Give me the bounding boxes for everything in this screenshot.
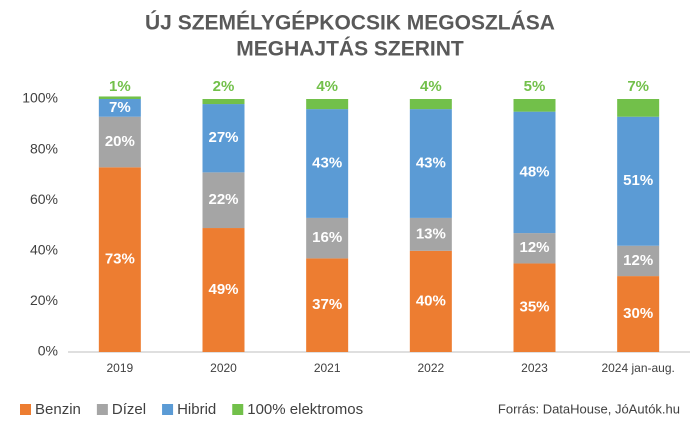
data-label: 5% <box>524 78 546 95</box>
bar-segment <box>617 116 660 246</box>
bar-segment <box>306 217 349 259</box>
bar-segment <box>202 99 245 105</box>
data-label: 12% <box>623 252 653 269</box>
y-tick-label: 60% <box>30 191 58 207</box>
x-tick-label: 2020 <box>210 361 237 375</box>
legend-swatch <box>20 404 31 415</box>
data-label: 43% <box>312 154 342 171</box>
x-tick-label: 2022 <box>417 361 444 375</box>
data-label: 16% <box>312 229 342 246</box>
legend-label: Benzin <box>35 401 81 418</box>
data-label: 48% <box>519 163 549 180</box>
bar-segment <box>98 167 141 352</box>
data-label: 49% <box>208 281 238 298</box>
bar-segment <box>409 217 452 251</box>
y-tick-label: 40% <box>30 242 58 258</box>
data-label: 20% <box>105 133 135 150</box>
data-label: 73% <box>105 251 135 268</box>
data-label: 51% <box>623 172 653 189</box>
x-tick-label: 2023 <box>521 361 548 375</box>
bar-segment <box>98 116 141 168</box>
bar-segment <box>98 99 141 117</box>
y-tick-label: 100% <box>22 90 58 106</box>
legend-label: Dízel <box>112 401 146 418</box>
bar-segment <box>409 250 452 352</box>
data-label: 4% <box>420 78 442 95</box>
data-label: 2% <box>213 78 235 95</box>
legend-swatch <box>96 404 108 415</box>
bar-segment <box>306 109 349 218</box>
bar-segment <box>617 276 660 352</box>
bar-segment <box>513 111 556 234</box>
data-label: 7% <box>627 78 649 95</box>
bar-segment <box>202 104 245 173</box>
data-label: 30% <box>623 305 653 322</box>
x-tick-label: 2021 <box>314 361 341 375</box>
legend-swatch <box>232 404 244 415</box>
bar-segment <box>409 109 452 218</box>
bar-segment <box>98 96 141 99</box>
bar-segment <box>617 99 660 117</box>
data-label: 43% <box>416 154 446 171</box>
data-label: 22% <box>208 191 238 208</box>
bar-segment <box>513 263 556 352</box>
bar-segment <box>306 99 349 110</box>
data-label: 7% <box>109 99 131 116</box>
source-note: Forrás: DataHouse, JóAutók.hu <box>498 401 680 416</box>
bar-segment <box>202 228 245 352</box>
data-label: 4% <box>316 78 338 95</box>
data-label: 40% <box>416 292 446 309</box>
bar-segment <box>617 245 660 277</box>
legend-label: Hibrid <box>177 401 216 418</box>
chart-title: ÚJ SZEMÉLYGÉPKOCSIK MEGOSZLÁSA <box>145 11 555 35</box>
chart-title: MEGHAJTÁS SZERINT <box>236 38 464 61</box>
legend-label: 100% elektromos <box>247 401 363 418</box>
bar-segment <box>202 172 245 229</box>
bar-segment <box>513 99 556 112</box>
data-label: 12% <box>519 239 549 256</box>
data-label: 37% <box>312 296 342 313</box>
data-label: 1% <box>109 78 131 95</box>
y-tick-label: 80% <box>30 140 58 156</box>
x-tick-label: 2024 jan-aug. <box>601 361 674 375</box>
x-tick-label: 2019 <box>106 361 133 375</box>
bar-segment <box>306 258 349 352</box>
bar-segment <box>513 233 556 264</box>
data-label: 13% <box>416 225 446 242</box>
data-label: 27% <box>208 129 238 146</box>
y-tick-label: 20% <box>30 292 58 308</box>
bar-segment <box>409 99 452 110</box>
y-tick-label: 0% <box>38 343 58 359</box>
legend-swatch <box>162 404 174 415</box>
data-label: 35% <box>519 299 549 316</box>
